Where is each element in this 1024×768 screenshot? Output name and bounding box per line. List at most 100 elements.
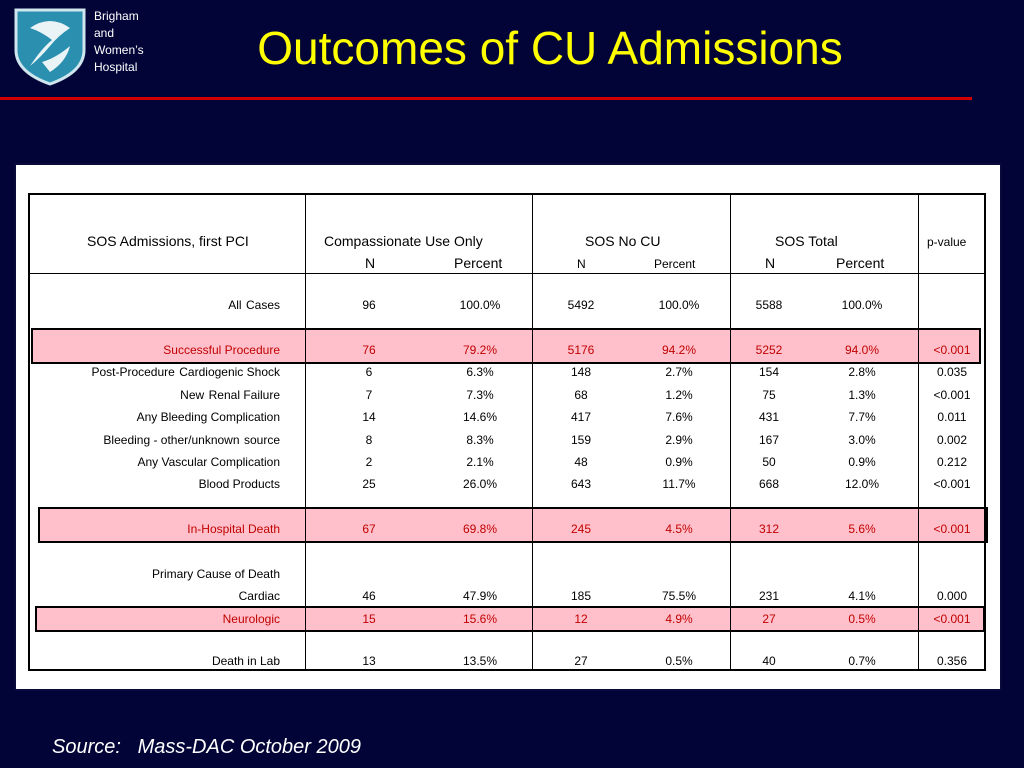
row-label-text: Death in Lab (211, 654, 280, 668)
table-cell-n3: 231 (758, 589, 780, 603)
table-cell-pv: <0.001 (933, 522, 971, 536)
table-cell-p2: 1.2% (665, 388, 693, 402)
table-cell-n2: 5176 (567, 343, 595, 357)
header-n: N (765, 255, 776, 271)
table-cell-p2: 75.5% (661, 589, 697, 603)
table-cell-n2: 417 (570, 410, 592, 424)
row-label: Successful Procedure (28, 340, 280, 360)
table-cell-p1: 6.3% (466, 365, 494, 379)
column-divider (305, 195, 306, 669)
table-cell-n1: 13 (362, 654, 376, 668)
table-cell-pv: 0.212 (936, 455, 968, 469)
table-cell-n2: 68 (574, 388, 588, 402)
table-cell-n3: 154 (758, 365, 780, 379)
table-cell-p3: 5.6% (848, 522, 876, 536)
table-cell-n3: 40 (762, 654, 776, 668)
row-label: Neurologic (28, 609, 280, 629)
row-label: Death in Lab (28, 651, 280, 671)
table-cell-pv: 0.002 (936, 433, 968, 447)
table-cell-pv: <0.001 (933, 343, 971, 357)
title-divider (0, 97, 972, 100)
slide-title: Outcomes of CU Admissions (257, 22, 843, 74)
hospital-name-line: Women’s (94, 43, 144, 57)
table-cell-p2: 94.2% (661, 343, 697, 357)
hospital-name-line: Hospital (94, 60, 138, 74)
table-row: Any Vascular Complication 2 2.1% 48 0.9% 50 0.… (28, 452, 986, 472)
row-label-text: Any Bleeding Complication (136, 410, 280, 424)
column-divider (918, 195, 919, 669)
table-cell-pv: 0.356 (936, 654, 968, 668)
table-row: Blood Products 25 26.0% 643 11.7% 668 12.0% <0.… (28, 474, 986, 494)
table-cell-n1: 67 (362, 522, 376, 536)
table-cell-n2: 245 (570, 522, 592, 536)
table-row: Post-Procedure Cardiogenic Shock 6 6.3% 148… (28, 362, 986, 382)
table-cell-n1: 7 (365, 388, 373, 402)
row-label-suffix: source (243, 433, 280, 447)
header-percent: Percent (454, 255, 503, 271)
row-label-prefix: New (180, 388, 205, 402)
table-cell-n1: 76 (362, 343, 376, 357)
table-cell-n2: 185 (570, 589, 592, 603)
row-label-text: Successful Procedure (163, 343, 280, 357)
table-cell-p3: 7.7% (848, 410, 876, 424)
table-cell-p2: 2.9% (665, 433, 693, 447)
header-sos-total: SOS Total (775, 233, 838, 249)
table-cell-n1: 25 (362, 477, 376, 491)
table-cell-n1: 46 (362, 589, 376, 603)
table-cell-n3: 668 (758, 477, 780, 491)
header-compassionate-use: Compassionate Use Only (324, 233, 483, 249)
table-cell-p1: 2.1% (466, 455, 494, 469)
hospital-name-line: and (94, 26, 115, 40)
header-percent: Percent (654, 257, 696, 271)
table-cell-n1: 6 (365, 365, 373, 379)
table-row: Neurologic 15 15.6% 12 4.9% 27 0.5% <0.001 (28, 609, 986, 629)
table-row: Any Bleeding Complication 14 14.6% 417 7.6% 4… (28, 407, 986, 427)
row-label-text: Renal Failure (208, 388, 280, 402)
row-label-suffix: Cases (245, 298, 280, 312)
table-cell-n2: 5492 (567, 298, 595, 312)
table-cell-n2: 48 (574, 455, 588, 469)
hospital-name-line: Brigham (94, 9, 139, 23)
table-cell-n2: 148 (570, 365, 592, 379)
table-cell-pv: <0.001 (933, 388, 971, 402)
table-cell-p2: 7.6% (665, 410, 693, 424)
table-row: Successful Procedure 76 79.2% 5176 94.2% 5252… (28, 340, 986, 360)
table-cell-n1: 2 (365, 455, 373, 469)
table-cell-p1: 79.2% (462, 343, 498, 357)
table-cell-p1: 7.3% (466, 388, 494, 402)
row-label: Cardiac (28, 586, 280, 606)
table-row: Bleeding - other/unknown source 8 8.3% 159 2… (28, 430, 986, 450)
table-cell-p1: 69.8% (462, 522, 498, 536)
highlight-successful-procedure (31, 328, 981, 364)
row-label-text: Any Vascular Complication (137, 455, 280, 469)
table-cell-n1: 15 (362, 612, 376, 626)
table-cell-pv: 0.035 (936, 365, 968, 379)
table-cell-n2: 12 (574, 612, 588, 626)
row-label: Post-Procedure Cardiogenic Shock (28, 362, 280, 382)
table-row: Cardiac 46 47.9% 185 75.5% 231 4.1% 0.000 (28, 586, 986, 606)
row-label: Bleeding - other/unknown source (28, 430, 280, 450)
table-cell-n1: 96 (362, 298, 376, 312)
table-cell-p2: 0.9% (665, 455, 693, 469)
outcomes-table (28, 193, 986, 671)
table-cell-p3: 0.9% (848, 455, 876, 469)
table-cell-p1: 14.6% (462, 410, 498, 424)
highlight-neurologic (35, 606, 985, 632)
table-cell-n1: 8 (365, 433, 373, 447)
row-label-text: Bleeding - other/unknown (103, 433, 240, 447)
table-cell-p2: 4.9% (665, 612, 693, 626)
row-label-text: Cardiac (238, 589, 280, 603)
row-label-text: Neurologic (222, 612, 280, 626)
row-label-text: Cardiogenic Shock (179, 365, 280, 379)
row-label-text: Blood Products (198, 477, 280, 491)
table-cell-p2: 0.5% (665, 654, 693, 668)
table-cell-p1: 47.9% (462, 589, 498, 603)
row-label-text: In-Hospital Death (187, 522, 280, 536)
row-label-text: All (228, 298, 242, 312)
table-row: New Renal Failure 7 7.3% 68 1.2% 75 1.3% <0.001 (28, 385, 986, 405)
table-cell-n3: 5588 (755, 298, 783, 312)
header-n: N (365, 255, 376, 271)
table-cell-p3: 3.0% (848, 433, 876, 447)
table-cell-p2: 100.0% (658, 298, 700, 312)
row-label: Any Vascular Complication (28, 452, 280, 472)
